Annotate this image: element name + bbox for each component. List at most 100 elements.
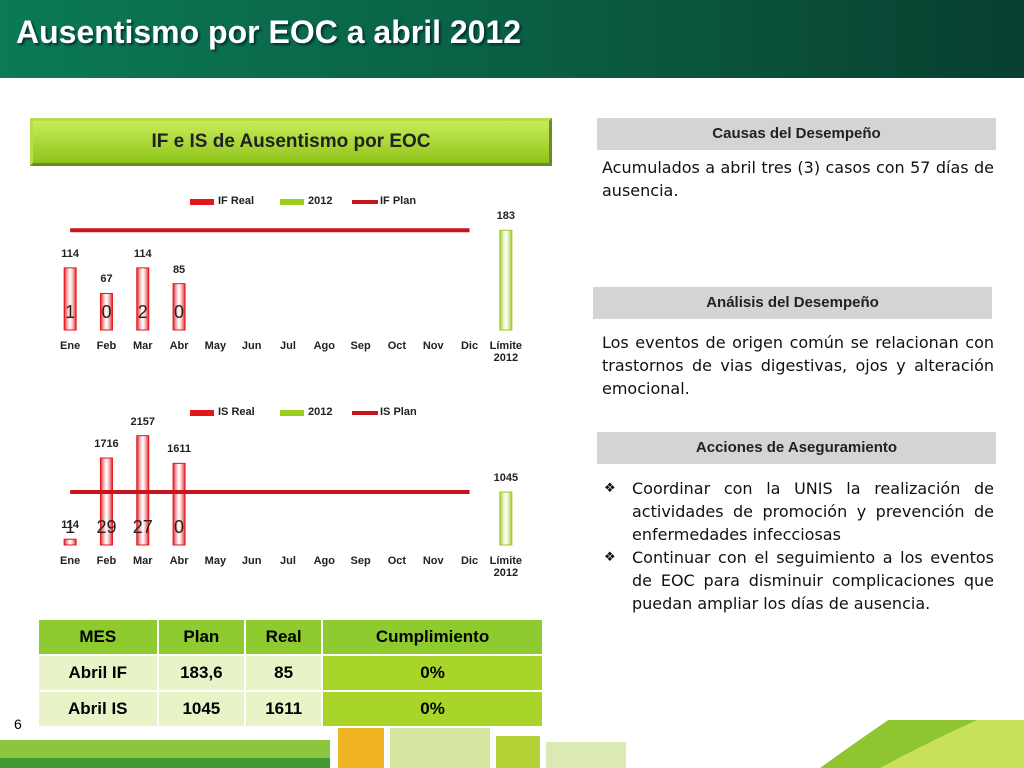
legend-swatch (280, 199, 304, 205)
table: MES Plan Real Cumplimiento Abril IF 183,6 85 0… (37, 618, 544, 728)
data-label: 1045 (493, 472, 519, 485)
cell: 183,6 (156, 654, 247, 692)
footer-block (546, 742, 626, 768)
legend-label: 2012 (308, 406, 333, 418)
bar (136, 267, 150, 331)
title-bar: Ausentismo por EOC a abril 2012 (0, 0, 1024, 78)
cell: 0% (321, 690, 544, 728)
x-tick-label: Abr (169, 555, 189, 567)
x-tick-label: Jun (241, 340, 262, 352)
header-cell: MES (37, 618, 159, 656)
data-label: 114 (61, 519, 80, 532)
bar-annotation: 29 (96, 517, 117, 537)
x-tick-label: Jul (280, 555, 296, 567)
x-tick-label: Abr (169, 340, 189, 352)
x-tick-label: May (204, 340, 227, 352)
bar (99, 292, 113, 331)
section-heading: Acciones de Aseguramiento (597, 432, 996, 464)
x-tick-label: Nov (422, 555, 444, 567)
legend-swatch (190, 199, 214, 205)
cell: 1045 (156, 690, 247, 728)
footer-block (390, 728, 490, 768)
x-tick-label: Feb (96, 555, 117, 567)
data-label: 114 (133, 247, 152, 260)
cell: Abril IF (37, 654, 159, 692)
footer-block (496, 736, 540, 768)
bar (99, 457, 113, 546)
x-tick-label: Jun (241, 555, 262, 567)
bar (63, 538, 77, 546)
bar-annotation: 0 (101, 302, 112, 322)
x-tick-label: Ago (313, 555, 335, 567)
header-cell: Cumplimiento (321, 618, 544, 656)
legend-label: 2012 (308, 195, 333, 207)
legend-swatch (190, 410, 214, 416)
x-tick-label: Feb (96, 340, 117, 352)
section-text: Acumulados a abril tres (3) casos con 57… (602, 158, 994, 200)
chart-svg (63, 410, 513, 546)
x-tick-label: Nov (422, 340, 444, 352)
data-label: 85 (172, 263, 186, 276)
x-tick-label: Ene (60, 340, 81, 352)
list-item: Coordinar con la UNIS la realización de … (602, 477, 994, 546)
cell: 0% (321, 654, 544, 692)
x-tick-label: Oct (387, 340, 407, 352)
bar-annotation: 1 (65, 517, 76, 537)
chart: Ene Feb Mar Abr May Jun Jul Ago Sep Oct Nov Dic Lími… (40, 190, 530, 380)
legend-label: IS Plan (380, 406, 417, 418)
data-label: 1611 (167, 443, 191, 456)
bar (499, 229, 513, 331)
x-tick-label: Ene (60, 555, 81, 567)
chart-panel-title: IF e IS de Ausentismo por EOC (30, 118, 552, 166)
section-list: Coordinar con la UNIS la realización de … (602, 477, 994, 615)
header-cell: Plan (156, 618, 247, 656)
section-text: Los eventos de origen común se relaciona… (602, 333, 994, 398)
x-tick-label: Ago (313, 340, 335, 352)
legend-label: IF Plan (380, 195, 417, 207)
section-heading: Causas del Desempeño (597, 118, 996, 150)
x-tick-label: Mar (132, 555, 153, 567)
section-heading: Análisis del Desempeño (593, 287, 992, 319)
bar-annotation: 1 (65, 302, 76, 322)
bar (63, 267, 77, 331)
footer-strip (0, 758, 330, 768)
x-tick-label: Sep (350, 340, 371, 352)
x-tick-label: Oct (387, 555, 407, 567)
list-item: Continuar con el seguimiento a los event… (602, 546, 994, 615)
bar-annotation: 0 (174, 517, 185, 537)
legend-swatch (280, 410, 304, 416)
title: Ausentismo por EOC a abril 2012 (16, 14, 522, 50)
bar (499, 491, 513, 546)
legend-label: IF Real (218, 195, 255, 207)
bar (172, 462, 186, 546)
cell: 1611 (244, 690, 324, 728)
data-label: 67 (100, 273, 113, 286)
data-label: 2157 (130, 415, 155, 428)
x-tick-label: Límite 2012 (489, 555, 523, 579)
x-tick-label: Límite 2012 (489, 340, 523, 364)
data-label: 114 (61, 247, 80, 260)
page-number: 6 (14, 716, 22, 732)
x-tick-label: Dic (460, 340, 479, 352)
chart-svg (63, 199, 513, 331)
footer-block (338, 728, 384, 768)
x-tick-label: Jul (280, 340, 296, 352)
cell: 85 (244, 654, 324, 692)
x-tick-label: May (204, 555, 227, 567)
footer-decoration (0, 720, 1024, 768)
header-cell: Real (244, 618, 324, 656)
data-label: 183 (496, 210, 516, 223)
bar-annotation: 2 (137, 302, 148, 322)
bar-annotation: 0 (174, 302, 185, 322)
x-tick-label: Mar (132, 340, 153, 352)
x-tick-label: Sep (350, 555, 371, 567)
legend-label: IS Real (218, 406, 255, 418)
bar-annotation: 27 (132, 517, 153, 537)
x-tick-label: Dic (460, 555, 479, 567)
bar (172, 283, 186, 331)
cell: Abril IS (37, 690, 159, 728)
chart: Ene Feb Mar Abr May Jun Jul Ago Sep Oct Nov Dic Lími… (40, 400, 530, 590)
footer-swoosh (880, 720, 1024, 768)
data-label: 1716 (94, 438, 119, 451)
